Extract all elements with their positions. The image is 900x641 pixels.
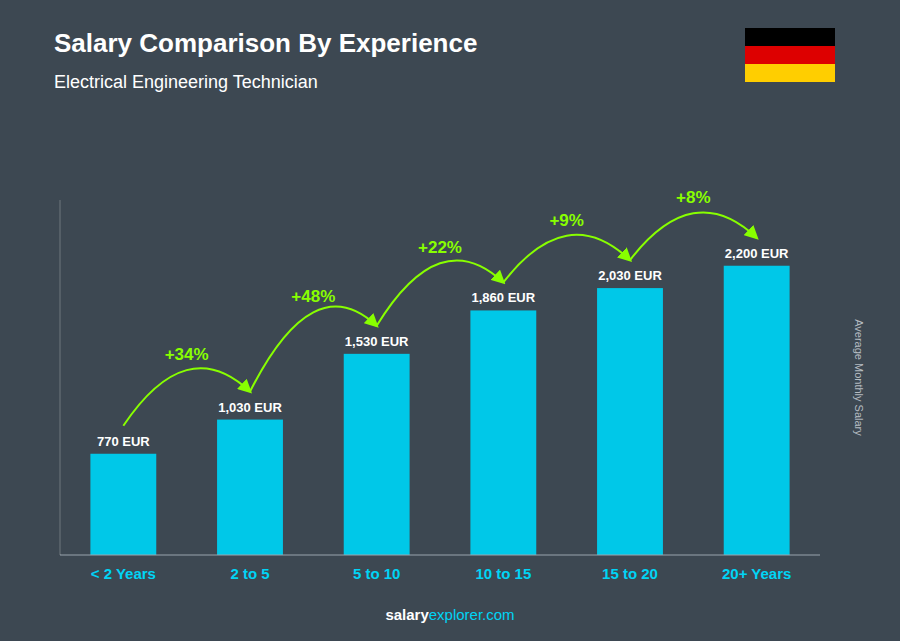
data-label: 1,530 EUR xyxy=(345,334,409,349)
bar xyxy=(724,266,790,555)
subtitle: Electrical Engineering Technician xyxy=(54,72,318,92)
x-tick-label: < 2 Years xyxy=(91,565,156,582)
background xyxy=(0,0,900,641)
chart-svg: Salary Comparison By Experience Electrica… xyxy=(0,0,900,641)
title: Salary Comparison By Experience xyxy=(54,28,477,58)
bars xyxy=(90,266,789,555)
footer-part: explorer.com xyxy=(429,606,515,623)
x-tick-label: 2 to 5 xyxy=(230,565,269,582)
growth-label: +48% xyxy=(291,287,335,306)
footer: salaryexplorer.com xyxy=(385,606,514,623)
chart-container: Salary Comparison By Experience Electrica… xyxy=(0,0,900,641)
bar xyxy=(597,288,663,555)
flag-stripe xyxy=(745,64,835,82)
flag-stripe xyxy=(745,46,835,64)
growth-arrow xyxy=(377,260,504,325)
growth-arrows xyxy=(123,212,756,425)
data-label: 2,200 EUR xyxy=(725,246,789,261)
growth-label: +34% xyxy=(165,345,209,364)
growth-arrow xyxy=(630,212,757,260)
data-label: 2,030 EUR xyxy=(598,268,662,283)
growth-label: +8% xyxy=(676,188,711,207)
x-tick-label: 20+ Years xyxy=(722,565,791,582)
footer-part: salary xyxy=(385,606,429,623)
flag-stripe xyxy=(745,28,835,46)
growth-arrow xyxy=(123,368,250,426)
growth-label: +9% xyxy=(549,211,584,230)
y-axis-line xyxy=(60,200,61,555)
data-label: 1,030 EUR xyxy=(218,400,282,415)
growth-arrow xyxy=(503,235,630,283)
bar xyxy=(470,310,536,555)
bar xyxy=(90,454,156,555)
x-tick-label: 10 to 15 xyxy=(475,565,531,582)
growth-label: +22% xyxy=(418,238,462,257)
x-tick-label: 15 to 20 xyxy=(602,565,658,582)
y-axis-label: Average Monthly Salary xyxy=(853,319,865,436)
flag xyxy=(745,28,835,82)
bar xyxy=(217,420,283,555)
x-tick-label: 5 to 10 xyxy=(353,565,401,582)
growth-arrow xyxy=(250,306,377,391)
data-label: 770 EUR xyxy=(97,434,150,449)
data-label: 1,860 EUR xyxy=(472,290,536,305)
bar xyxy=(344,354,410,555)
x-axis-line xyxy=(60,555,820,556)
